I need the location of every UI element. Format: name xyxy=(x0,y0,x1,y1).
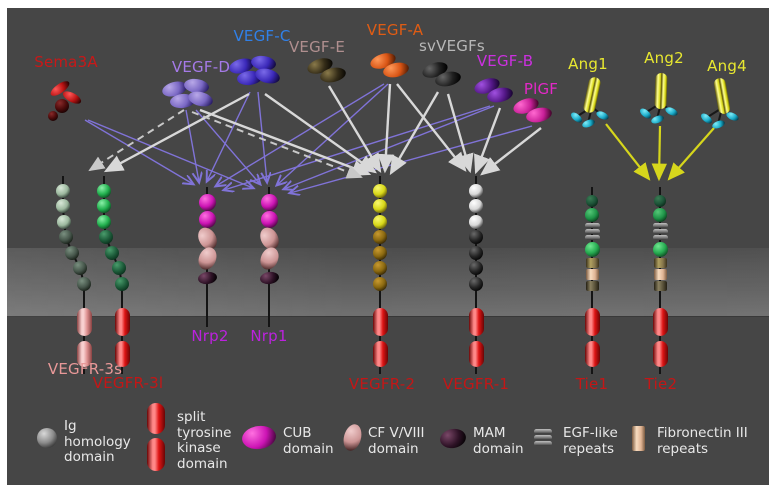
arrow-VEGF-A-to-Nrp2 xyxy=(216,83,385,186)
arrow-Ang2-to-Tie2 xyxy=(651,125,667,182)
arrow-VEGF-E-to-VEGFR-2 xyxy=(327,85,382,174)
arrow xyxy=(721,107,733,117)
arrow-VEGF-C-to-VEGFR-2 xyxy=(264,93,377,174)
arrow-VEGF-D-to-VEGFR-2 xyxy=(199,108,372,176)
receptor-stem xyxy=(103,176,123,374)
arrow-PlGF-to-VEGFR-1 xyxy=(480,127,542,176)
arrow-VEGF-A-to-VEGFR-1 xyxy=(396,83,467,172)
arrow-VEGF-D-to-Nrp2 xyxy=(185,109,199,182)
arrow-VEGF-D-to-VEGFR-3s xyxy=(88,109,185,172)
arrow-Ang4-to-Tie2 xyxy=(667,127,715,181)
arrow-VEGF-D-to-Nrp1 xyxy=(195,109,260,184)
arrow xyxy=(660,102,672,112)
arrow-VEGF-C-to-VEGFR-3l xyxy=(103,92,250,173)
arrow-VEGF-B-to-Nrp2 xyxy=(224,105,491,190)
cell-membrane-band xyxy=(7,248,769,317)
receptor-stem xyxy=(62,176,85,374)
arrow-VEGF-A-to-Nrp1 xyxy=(277,83,389,185)
arrow xyxy=(591,106,603,116)
figure-panel xyxy=(7,8,769,485)
arrow-VEGF-C-to-Nrp1 xyxy=(257,91,267,182)
arrow-PlGF-to-Nrp1 xyxy=(290,125,533,193)
arrow-Ang1-to-Tie2 xyxy=(605,123,651,181)
arrow-VEGF-A-to-VEGFR-2 xyxy=(377,83,395,174)
arrow-VEGF-B-to-VEGFR-1 xyxy=(474,107,502,175)
arrow-svVEGFs-to-VEGFR-2 xyxy=(389,91,440,176)
arrow-VEGF-B-to-Nrp1 xyxy=(284,105,495,189)
arrow-VEGF-D-to-VEGFR-2 xyxy=(191,111,363,179)
arrow-VEGF-C-to-Nrp2 xyxy=(207,91,251,181)
arrow-svVEGFs-to-VEGFR-1 xyxy=(446,93,474,174)
